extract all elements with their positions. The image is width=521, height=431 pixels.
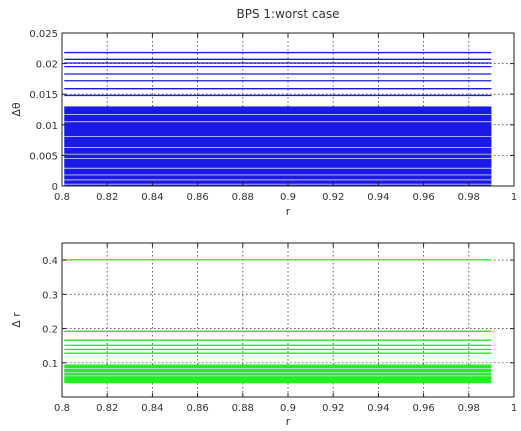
x-tick-label: 0.96 [412, 403, 434, 414]
x-axis-label: r [286, 415, 291, 428]
x-tick-label: 0.88 [232, 192, 254, 203]
x-tick-label: 0.9 [280, 403, 296, 414]
y-tick-label: 0.015 [29, 90, 58, 101]
x-tick-label: 0.94 [367, 192, 389, 203]
x-tick-label: 0.9 [280, 192, 296, 203]
x-tick-label: 0.8 [54, 192, 70, 203]
x-tick-label: 0.92 [322, 192, 344, 203]
y-tick-label: 0.4 [42, 256, 58, 267]
x-tick-label: 0.82 [96, 403, 118, 414]
x-tick-label: 0.98 [458, 192, 480, 203]
x-tick-label: 0.84 [141, 192, 163, 203]
y-tick-label: 0.1 [42, 359, 58, 370]
top-axes: 0.8 0.82 0.84 0.86 0.88 0.9 0.92 0.94 0.96 0.98 1 0… [10, 7, 517, 218]
bottom-axes: 0.8 0.82 0.84 0.86 0.88 0.9 0.92 0.94 0.96 0.98 1 0… [10, 242, 517, 428]
x-tick-label: 0.8 [54, 403, 70, 414]
x-axis-label: r [286, 205, 291, 218]
y-tick-label: 0.2 [42, 325, 58, 336]
y-tick-label: 0.01 [36, 121, 58, 132]
y-tick-label: 0.025 [29, 29, 58, 40]
series-band [64, 364, 492, 384]
x-tick-label: 0.86 [186, 192, 208, 203]
y-tick-label: 0.02 [36, 60, 58, 71]
y-axis-label: Δ r [10, 312, 23, 328]
x-tick-label: 1 [511, 192, 517, 203]
x-tick-label: 0.94 [367, 403, 389, 414]
x-tick-label: 0.88 [232, 403, 254, 414]
x-tick-label: 0.82 [96, 192, 118, 203]
x-tick-label: 0.96 [412, 192, 434, 203]
x-tick-label: 0.86 [186, 403, 208, 414]
x-tick-label: 0.92 [322, 403, 344, 414]
x-tick-label: 0.98 [458, 403, 480, 414]
y-axis-label: Δθ [10, 102, 23, 117]
x-tick-label: 0.84 [141, 403, 163, 414]
y-tick-label: 0.005 [29, 151, 58, 162]
chart-title: BPS 1:worst case [236, 7, 339, 21]
y-tick-label: 0 [52, 182, 58, 193]
y-tick-label: 0.3 [42, 290, 58, 301]
series-band [64, 106, 492, 186]
x-tick-label: 1 [511, 403, 517, 414]
